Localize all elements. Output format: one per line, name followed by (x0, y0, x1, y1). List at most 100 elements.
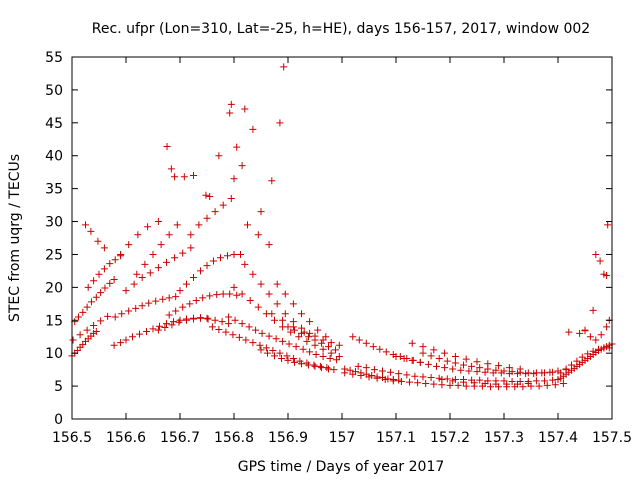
data-point (500, 367, 508, 375)
data-point (462, 355, 470, 363)
data-point (222, 328, 230, 336)
data-point (357, 372, 365, 380)
data-point (276, 349, 284, 357)
x-tick-label: 157.3 (484, 430, 524, 446)
data-point (227, 100, 235, 108)
data-point (468, 362, 476, 370)
data-point (176, 287, 184, 295)
data-point (265, 332, 273, 340)
plot-border (71, 56, 613, 420)
data-point (273, 300, 281, 308)
data-point (327, 349, 335, 357)
data-point (519, 383, 527, 391)
data-point (573, 357, 581, 365)
data-point (165, 231, 173, 239)
data-point (208, 323, 216, 331)
data-point (225, 313, 233, 321)
data-point (155, 322, 163, 330)
chart-title: Rec. ufpr (Lon=310, Lat=-25, h=HE), days… (92, 21, 590, 37)
data-point (319, 345, 327, 353)
data-point (231, 316, 239, 324)
y-tick-label: 20 (45, 280, 63, 296)
data-point (265, 241, 273, 249)
data-point (314, 326, 322, 334)
data-point (578, 353, 586, 361)
data-point (199, 294, 207, 302)
data-point (238, 162, 246, 170)
data-point (576, 329, 584, 337)
y-tick-label: 0 (54, 412, 63, 428)
data-point (132, 304, 140, 312)
data-point (303, 337, 311, 345)
data-point (161, 324, 169, 332)
data-point (325, 365, 332, 373)
data-point (395, 370, 403, 378)
data-point (272, 335, 280, 343)
data-point (595, 345, 602, 353)
y-tick-label: 45 (45, 116, 63, 132)
data-point (298, 360, 305, 368)
data-point (230, 250, 238, 258)
data-point (568, 361, 575, 369)
data-point (584, 350, 592, 358)
data-point (543, 381, 551, 389)
data-point (376, 345, 384, 353)
data-point (400, 354, 408, 362)
data-point (281, 290, 289, 298)
data-point (125, 241, 133, 249)
data-point (97, 289, 105, 297)
data-point (211, 208, 219, 216)
data-point (154, 218, 162, 226)
data-point (278, 354, 286, 362)
data-point (133, 270, 141, 278)
data-point (74, 313, 82, 321)
data-point (373, 374, 381, 382)
data-point (283, 352, 291, 360)
data-point (406, 378, 413, 386)
data-point (230, 175, 238, 183)
data-point (382, 348, 390, 356)
data-point (349, 370, 357, 378)
data-point (95, 270, 103, 278)
data-point (280, 63, 288, 71)
data-point (290, 326, 298, 334)
data-point (245, 323, 253, 331)
data-point (317, 364, 325, 372)
data-point (427, 374, 435, 382)
data-point (484, 360, 492, 368)
data-point (218, 318, 226, 326)
data-point (84, 283, 92, 291)
data-point (411, 372, 419, 380)
data-point (289, 300, 297, 308)
data-point (279, 316, 287, 324)
data-point (100, 244, 108, 252)
data-point (94, 237, 102, 245)
data-point (271, 316, 278, 324)
data-point (143, 327, 151, 335)
data-point (165, 311, 173, 319)
data-point (532, 377, 540, 385)
data-point (589, 306, 597, 314)
data-point (186, 300, 194, 308)
y-tick-label: 15 (45, 313, 63, 329)
data-point (122, 336, 130, 344)
x-tick-label: 157.2 (430, 430, 470, 446)
data-point (138, 302, 146, 310)
data-point (408, 339, 416, 347)
x-tick-label: 157.1 (376, 430, 416, 446)
data-point (182, 280, 190, 288)
data-point (369, 343, 377, 351)
data-point (492, 380, 500, 388)
data-point (219, 201, 227, 209)
data-point (262, 344, 270, 352)
data-point (179, 249, 187, 257)
data-point (408, 356, 416, 364)
data-point (284, 356, 292, 364)
data-point (276, 119, 284, 127)
data-point (565, 328, 573, 336)
data-point (476, 376, 484, 384)
x-tick-label: 157.5 (592, 430, 632, 446)
data-point (172, 307, 180, 315)
y-axis-label: STEC from uqrg / TECUs (7, 154, 23, 322)
data-point (90, 322, 98, 330)
